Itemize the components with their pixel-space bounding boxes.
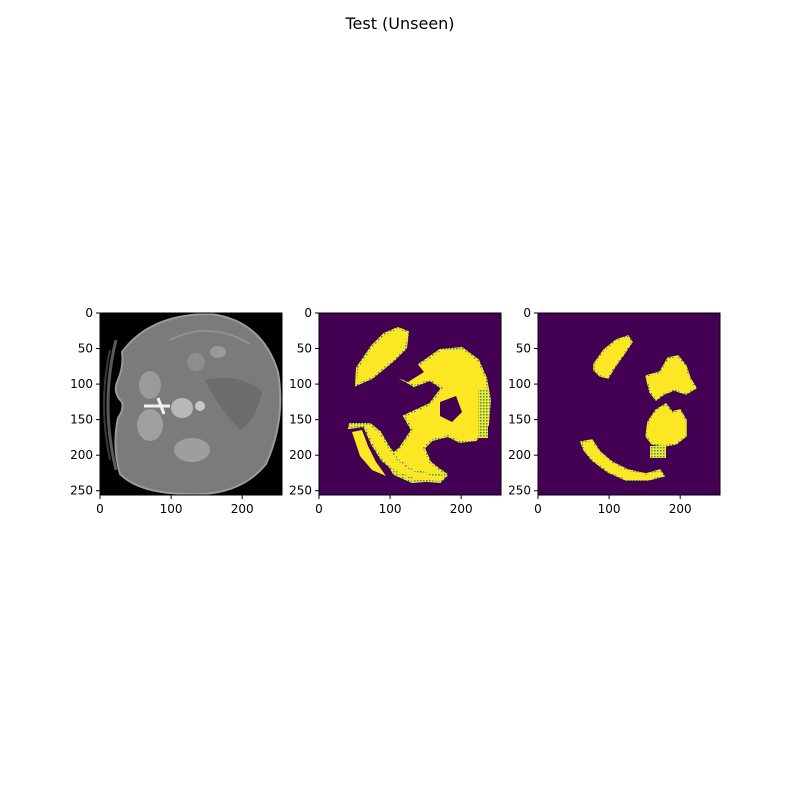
x-tick-label: 200 (669, 502, 692, 516)
ground-truth-mask-image (538, 313, 720, 495)
panel-ct-slice: 0 100 200 0 50 100 150 200 250 (70, 306, 283, 516)
y-tick-label: 250 (508, 484, 531, 498)
y-tick-label: 150 (289, 413, 312, 427)
y-tick-label: 200 (508, 448, 531, 462)
x-tick-label: 0 (534, 502, 542, 516)
y-tick-label: 100 (70, 377, 93, 391)
panel-predicted-mask: 0 100 200 0 50 100 150 200 250 (289, 306, 502, 516)
y-tick-label: 0 (304, 306, 312, 320)
y-tick-label: 150 (508, 413, 531, 427)
y-tick-label: 50 (297, 342, 312, 356)
x-tick-label: 100 (598, 502, 621, 516)
y-tick-label: 200 (70, 448, 93, 462)
x-tick-label: 200 (231, 502, 254, 516)
y-tick-label: 150 (70, 413, 93, 427)
y-tick-label: 50 (78, 342, 93, 356)
y-tick-label: 0 (85, 306, 93, 320)
y-tick-label: 50 (516, 342, 531, 356)
y-tick-label: 250 (70, 484, 93, 498)
panel-ground-truth-mask: 0 100 200 0 50 100 150 200 250 (508, 306, 721, 516)
x-tick-label: 200 (450, 502, 473, 516)
x-tick-label: 0 (96, 502, 104, 516)
x-tick-label: 100 (379, 502, 402, 516)
figure-title: Test (Unseen) (344, 14, 454, 33)
predicted-mask-image (319, 313, 501, 495)
y-tick-label: 200 (289, 448, 312, 462)
y-tick-label: 250 (289, 484, 312, 498)
x-tick-label: 100 (160, 502, 183, 516)
ct-image (100, 313, 282, 495)
y-tick-label: 0 (523, 306, 531, 320)
x-tick-label: 0 (315, 502, 323, 516)
y-tick-label: 100 (508, 377, 531, 391)
y-tick-label: 100 (289, 377, 312, 391)
